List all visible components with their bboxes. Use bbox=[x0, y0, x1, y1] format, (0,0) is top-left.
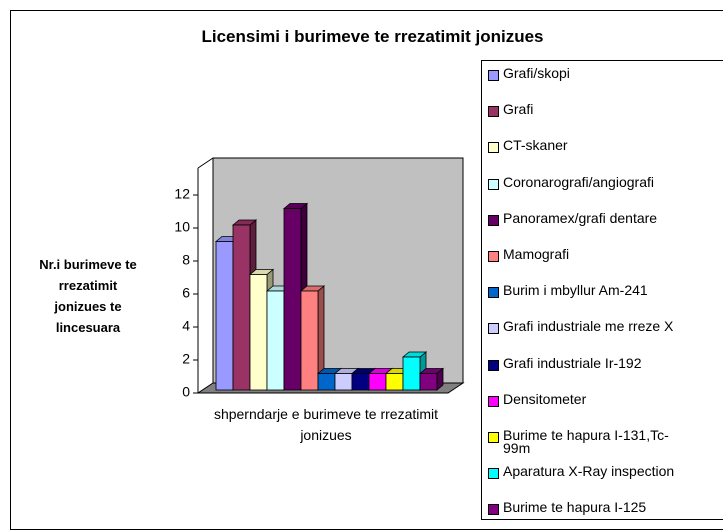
legend-label: Panoramex/grafi dentare bbox=[503, 209, 658, 226]
y-tick-label: 12 bbox=[174, 186, 190, 202]
legend-label: Burim i mbyllur Am-241 bbox=[503, 282, 648, 299]
legend-swatch bbox=[488, 468, 499, 480]
legend-label: Aparatura X-Ray inspection bbox=[503, 463, 675, 480]
bar bbox=[351, 373, 370, 391]
bar bbox=[249, 274, 268, 391]
legend-swatch bbox=[488, 432, 499, 443]
bar bbox=[419, 373, 438, 391]
legend-label: Densitometer bbox=[503, 390, 587, 407]
bar bbox=[300, 290, 319, 391]
legend-swatch bbox=[488, 323, 499, 335]
y-tick-label: 4 bbox=[182, 318, 190, 334]
legend-swatch bbox=[488, 251, 499, 262]
legend-swatch bbox=[488, 359, 499, 371]
x-tick-label: shperndarje e burimeve te rrezatimit jon… bbox=[213, 406, 439, 443]
y-tick-label: 6 bbox=[182, 285, 190, 301]
bar bbox=[368, 373, 387, 391]
bar bbox=[402, 356, 421, 391]
bar bbox=[266, 290, 285, 391]
y-tick-label: 2 bbox=[182, 351, 190, 367]
legend-swatch bbox=[488, 178, 499, 190]
legend-label: Grafi bbox=[503, 101, 534, 118]
legend-label: Burime te hapura I-131,Tc-99m bbox=[503, 427, 669, 456]
legend-label: Coronarografi/angiografi bbox=[503, 173, 654, 190]
legend-label: CT-skaner bbox=[503, 137, 568, 154]
y-tick-label: 0 bbox=[182, 384, 190, 400]
chart: 0 2 4 6 8 10 12 bbox=[174, 157, 465, 400]
y-axis-label: Nr.i burimeve te rrezatimit jonizues te … bbox=[39, 257, 137, 335]
legend-swatch bbox=[488, 504, 499, 516]
bar bbox=[317, 373, 336, 391]
bar bbox=[283, 208, 302, 391]
y-tick-label: 8 bbox=[182, 252, 190, 268]
legend-swatch bbox=[488, 395, 499, 407]
bar bbox=[215, 241, 234, 391]
legend-swatch bbox=[488, 214, 499, 226]
legend-swatch bbox=[488, 142, 499, 154]
legend-label: Grafi industriale me rreze X bbox=[503, 318, 674, 335]
legend: Grafi/skopi Grafi CT-skaner Coronarografi/a… bbox=[481, 60, 723, 520]
page: {"chart_data": {"type": "bar3d", "title"… bbox=[10, 10, 723, 530]
legend-swatch bbox=[488, 287, 499, 299]
legend-label: Burime te hapura I-125 bbox=[503, 499, 647, 516]
side-edge bbox=[197, 157, 214, 169]
legend-swatch bbox=[488, 106, 499, 118]
bar bbox=[334, 373, 353, 391]
legend-label: Grafi/skopi bbox=[503, 65, 570, 81]
bar bbox=[232, 224, 251, 391]
legend-label: Grafi industriale Ir-192 bbox=[503, 354, 642, 371]
legend-label: Mamografi bbox=[503, 246, 570, 262]
legend-swatch bbox=[488, 70, 499, 81]
chart-title: Licensimi i burimeve te rrezatimit joniz… bbox=[201, 27, 544, 46]
y-tick-label: 10 bbox=[174, 219, 190, 235]
bar bbox=[385, 373, 404, 391]
